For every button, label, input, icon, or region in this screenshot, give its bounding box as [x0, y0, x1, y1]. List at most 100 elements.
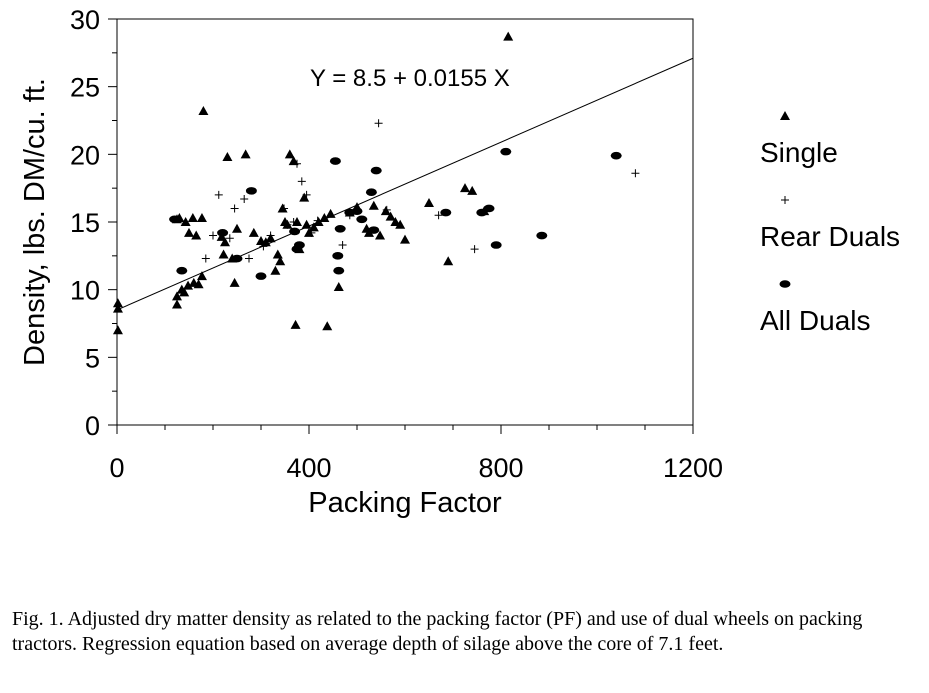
all-duals-point [368, 226, 380, 234]
single-point [288, 156, 299, 166]
single-point [325, 208, 336, 218]
all-duals-point [334, 224, 346, 233]
all-duals-point [293, 241, 305, 249]
single-point [368, 200, 379, 210]
y-tick-label: 25 [70, 73, 100, 103]
legend: Single Rear Duals All Duals [760, 111, 900, 336]
single-point [364, 227, 374, 237]
single-point [313, 217, 324, 226]
single-point [290, 319, 301, 329]
x-tick-label: 400 [286, 453, 331, 483]
rear-duals-point [209, 231, 217, 240]
rear-duals-point [259, 242, 268, 251]
single-point [240, 149, 251, 159]
rear-duals-point [297, 177, 306, 186]
single-point [179, 287, 190, 297]
all-duals-point [500, 147, 512, 156]
all-duals-point [217, 229, 229, 237]
all-duals-point [245, 187, 257, 195]
legend-label-single: Single [760, 137, 838, 168]
legend-marker-rear-duals [781, 196, 789, 204]
single-point [112, 303, 123, 313]
rear-duals-point [302, 190, 311, 199]
rear-duals-point [245, 254, 253, 263]
single-point [272, 249, 283, 259]
x-tick-label: 0 [109, 453, 124, 483]
single-point [333, 281, 344, 291]
single-point [187, 212, 198, 222]
single-point [112, 298, 123, 308]
single-point [198, 106, 209, 116]
single-point [322, 321, 333, 331]
all-duals-point [356, 215, 368, 224]
legend-marker-single [780, 111, 790, 120]
rear-duals-point [313, 216, 322, 225]
rear-duals-point [280, 204, 289, 213]
regression-equation: Y = 8.5 + 0.0155 X [310, 65, 510, 92]
rear-duals-point [214, 190, 223, 199]
single-point [229, 277, 240, 287]
single-point [180, 217, 191, 226]
y-tick-label: 0 [85, 411, 100, 441]
all-duals-point [490, 241, 502, 249]
single-point [172, 299, 182, 309]
rear-duals-point [266, 231, 275, 240]
y-tick-label: 30 [70, 5, 100, 35]
y-tick-label: 15 [70, 208, 100, 238]
all-duals-point [289, 227, 301, 236]
rear-duals-point [289, 218, 298, 226]
single-point [424, 198, 434, 208]
y-axis-title: Density, lbs. DM/cu. ft. [19, 78, 51, 366]
single-point [172, 291, 182, 301]
single-point [112, 325, 123, 335]
single-point [184, 227, 194, 237]
rear-duals-point [338, 241, 347, 250]
single-point [400, 234, 410, 244]
all-duals-point [169, 215, 181, 224]
single-point [319, 212, 330, 222]
single-point [301, 219, 312, 229]
single-point [385, 211, 396, 221]
axis-tick-labels: 0 5 10 15 20 25 30 0 400 800 1200 [70, 5, 723, 483]
single-point [375, 230, 386, 240]
rear-duals-point [240, 194, 249, 203]
rear-duals-point [374, 119, 383, 128]
data-points [112, 31, 640, 335]
rear-duals-point [293, 159, 301, 168]
all-duals-point [440, 208, 452, 217]
single-point [270, 265, 281, 275]
single-point [196, 271, 207, 281]
x-tick-label: 800 [478, 453, 523, 483]
rear-duals-point [230, 204, 239, 213]
axis-ticks [108, 18, 694, 434]
single-point [193, 279, 204, 289]
single-point [218, 249, 229, 259]
y-tick-label: 20 [70, 140, 100, 170]
y-tick-label: 5 [85, 343, 100, 373]
figure-caption: Fig. 1. Adjusted dry matter density as r… [12, 608, 863, 655]
all-duals-point [333, 266, 345, 275]
all-duals-point [231, 254, 243, 263]
rear-duals-point [382, 205, 391, 214]
single-point [390, 217, 401, 226]
all-duals-point [176, 266, 188, 275]
rear-duals-point [434, 211, 443, 220]
rear-duals-point [631, 169, 640, 178]
all-duals-point [332, 252, 344, 260]
all-duals-point [329, 157, 341, 165]
legend-label-all-duals: All Duals [760, 305, 870, 336]
rear-duals-point [225, 234, 234, 243]
x-axis-title: Packing Factor [308, 487, 502, 519]
all-duals-point [365, 188, 377, 197]
single-point [443, 256, 454, 266]
single-point [460, 183, 470, 193]
all-duals-point [351, 207, 363, 215]
single-point [503, 31, 514, 41]
all-duals-point [255, 272, 267, 280]
single-point [196, 212, 207, 222]
single-point [183, 280, 194, 290]
all-duals-point [483, 204, 495, 213]
single-point [275, 256, 286, 266]
regression-line [116, 57, 694, 311]
single-point [299, 192, 310, 202]
